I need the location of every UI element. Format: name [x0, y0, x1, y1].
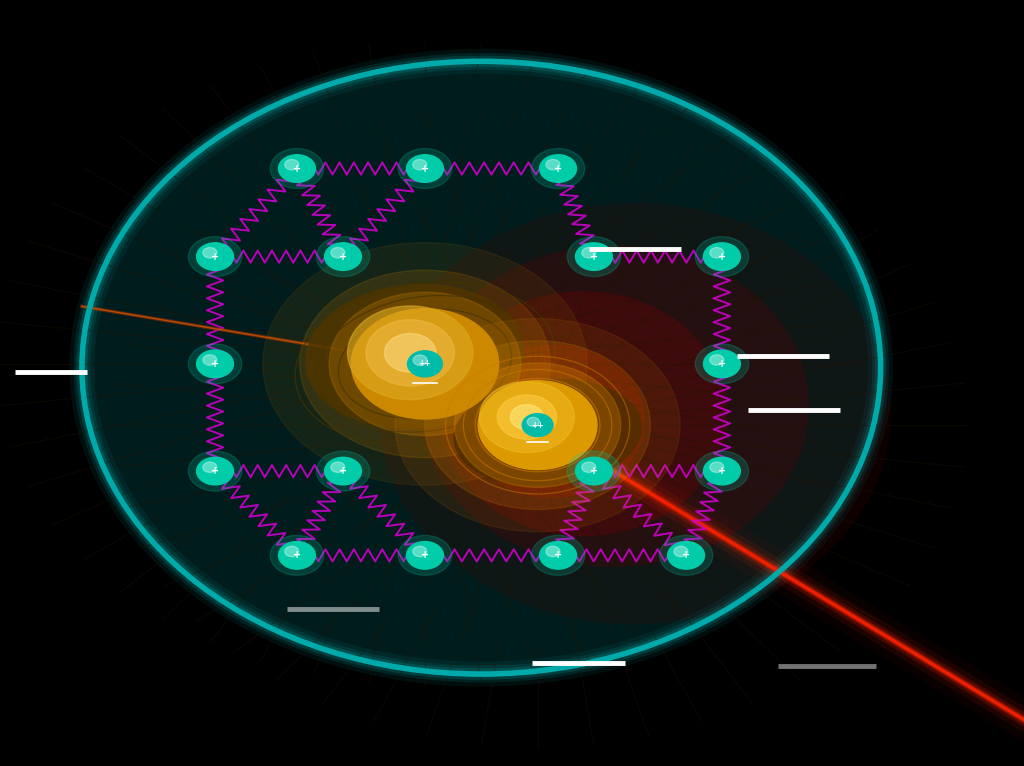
Circle shape	[270, 149, 324, 188]
Text: +: +	[421, 550, 429, 561]
Circle shape	[279, 542, 315, 569]
Text: +: +	[211, 466, 219, 476]
Circle shape	[347, 306, 473, 400]
Circle shape	[567, 451, 621, 491]
Circle shape	[674, 546, 688, 557]
Circle shape	[710, 355, 724, 365]
Circle shape	[710, 462, 724, 473]
Circle shape	[413, 159, 427, 170]
Text: +: +	[293, 550, 301, 561]
Circle shape	[316, 237, 370, 277]
Text: +: +	[421, 163, 429, 174]
Text: +: +	[211, 358, 219, 369]
Text: +: +	[682, 550, 690, 561]
Ellipse shape	[440, 291, 727, 536]
Ellipse shape	[305, 283, 524, 429]
Circle shape	[659, 535, 713, 575]
Circle shape	[425, 341, 650, 509]
Circle shape	[546, 159, 560, 170]
Circle shape	[398, 535, 452, 575]
Circle shape	[498, 395, 557, 440]
Ellipse shape	[461, 345, 645, 498]
Text: +: +	[211, 251, 219, 262]
Ellipse shape	[454, 379, 642, 486]
Circle shape	[366, 319, 455, 386]
Circle shape	[197, 457, 233, 485]
Circle shape	[413, 546, 427, 557]
Circle shape	[527, 417, 540, 427]
Circle shape	[575, 243, 612, 270]
Circle shape	[546, 546, 560, 557]
Circle shape	[331, 247, 345, 258]
Circle shape	[329, 292, 521, 436]
Text: ++: ++	[419, 359, 431, 368]
Circle shape	[478, 381, 597, 470]
Circle shape	[325, 457, 361, 485]
Circle shape	[703, 350, 740, 378]
Circle shape	[567, 237, 621, 277]
Circle shape	[197, 243, 233, 270]
Circle shape	[351, 309, 499, 419]
Circle shape	[279, 155, 315, 182]
Text: +: +	[590, 466, 598, 476]
Circle shape	[531, 149, 585, 188]
Text: +: +	[718, 251, 726, 262]
Ellipse shape	[379, 203, 891, 624]
Circle shape	[197, 350, 233, 378]
Text: +: +	[339, 466, 347, 476]
Circle shape	[395, 319, 680, 532]
Circle shape	[703, 243, 740, 270]
Text: +: +	[554, 550, 562, 561]
Circle shape	[540, 155, 577, 182]
Circle shape	[407, 542, 443, 569]
Circle shape	[695, 344, 749, 384]
Circle shape	[188, 344, 242, 384]
Circle shape	[695, 451, 749, 491]
Circle shape	[285, 159, 299, 170]
Circle shape	[479, 381, 574, 453]
Circle shape	[270, 535, 324, 575]
Circle shape	[203, 462, 217, 473]
Circle shape	[407, 155, 443, 182]
Circle shape	[522, 414, 553, 437]
Circle shape	[384, 333, 436, 372]
Circle shape	[331, 462, 345, 473]
Circle shape	[582, 462, 596, 473]
Circle shape	[325, 243, 361, 270]
Circle shape	[188, 451, 242, 491]
Ellipse shape	[420, 245, 809, 567]
Circle shape	[316, 451, 370, 491]
Circle shape	[413, 355, 427, 365]
Circle shape	[668, 542, 705, 569]
Circle shape	[703, 457, 740, 485]
Circle shape	[203, 355, 217, 365]
Circle shape	[575, 457, 612, 485]
Text: +: +	[554, 163, 562, 174]
Circle shape	[203, 247, 217, 258]
Circle shape	[540, 542, 577, 569]
Text: +: +	[293, 163, 301, 174]
Circle shape	[263, 243, 587, 485]
Circle shape	[455, 363, 621, 487]
Circle shape	[398, 149, 452, 188]
Circle shape	[710, 247, 724, 258]
Circle shape	[531, 535, 585, 575]
Circle shape	[408, 351, 442, 377]
Circle shape	[285, 546, 299, 557]
Circle shape	[695, 237, 749, 277]
Circle shape	[582, 247, 596, 258]
Circle shape	[300, 270, 550, 457]
Circle shape	[188, 237, 242, 277]
Circle shape	[510, 404, 544, 430]
Text: ++: ++	[531, 421, 544, 430]
Text: +: +	[718, 466, 726, 476]
Text: +: +	[339, 251, 347, 262]
Text: +: +	[718, 358, 726, 369]
Ellipse shape	[82, 61, 881, 674]
Text: +: +	[590, 251, 598, 262]
